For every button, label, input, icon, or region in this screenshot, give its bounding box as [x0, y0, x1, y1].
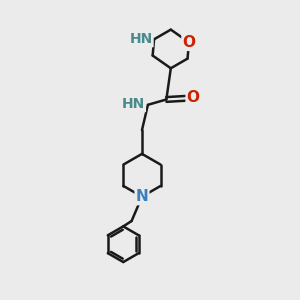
Text: N: N: [136, 189, 148, 204]
Text: O: O: [187, 91, 200, 106]
Text: HN: HN: [122, 97, 145, 111]
Text: O: O: [182, 35, 196, 50]
Text: HN: HN: [129, 32, 153, 46]
